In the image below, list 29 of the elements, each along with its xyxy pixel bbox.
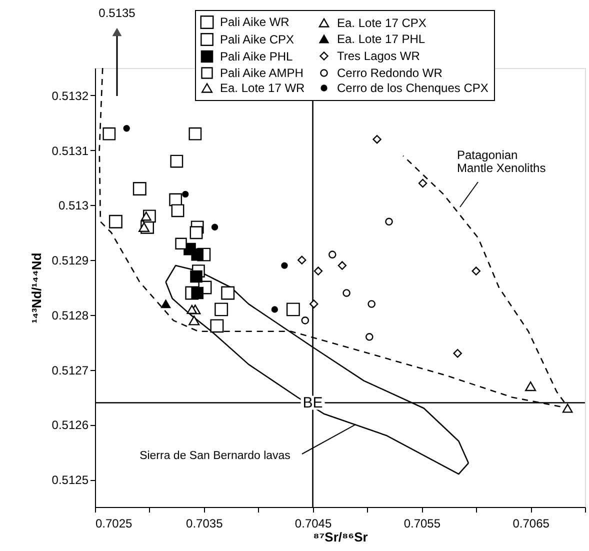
x-tick-label: 0.7065 [512,516,550,530]
y-tick-label: 0.5132 [52,88,89,103]
legend-label: Cerro Redondo WR [337,66,443,80]
legend-label: Tres Lagos WR [337,49,420,63]
annotation: Patagonian Mantle Xenoliths [457,148,546,175]
legend-label: Pali Aike CPX [220,32,294,46]
y-tick-label: 0.5131 [52,144,89,158]
legend-label: Pali Aike PHL [220,50,294,64]
y-axis-title: ¹⁴³Nd/¹⁴⁴Nd [28,252,44,324]
legend-label: Pali Aike AMPH [220,66,304,80]
text: 0.5135 [98,6,136,20]
y-tick-label: 0.5126 [52,418,89,432]
y-tick-label: 0.5125 [52,473,89,488]
ref-line-label: BE [302,394,323,412]
x-tick-label: 0.7035 [186,516,224,530]
y-tick-label: 0.513 [58,198,89,213]
annotation: Sierra de San Bernardo lavas [140,450,291,462]
legend-label: Ea. Lote 17 CPX [337,16,426,30]
legend-label: Cerro de los Chenques CPX [337,81,488,95]
x-tick-label: 0.7025 [96,516,133,530]
x-axis-title: ⁸⁷Sr/⁸⁶Sr [313,530,368,544]
legend-label: Ea. Lote 17 PHL [337,32,426,46]
legend-label: Ea. Lote 17 WR [220,81,306,95]
y-tick-label: 0.5129 [52,254,89,268]
y-tick-label: 0.5128 [52,308,89,322]
legend-label: Pali Aike WR [220,15,290,30]
x-tick-label: 0.7045 [294,516,332,530]
x-tick-label: 0.7055 [404,516,441,530]
y-tick-label: 0.5127 [52,363,89,378]
